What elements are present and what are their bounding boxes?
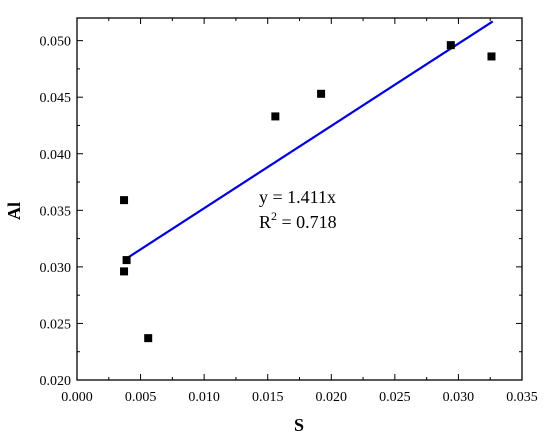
data-point: [446, 41, 455, 50]
axis-ticks: 0.000 0.005 0.010 0.015 0.020 0.025 0.030 0.035…: [40, 18, 538, 405]
y-tick-label: 0.040: [40, 148, 72, 163]
r-squared-label: R2 = 0.718: [259, 209, 337, 232]
x-axis-title: S: [294, 415, 304, 435]
y-tick-label: 0.025: [40, 317, 72, 332]
x-tick-label: 0.015: [252, 390, 284, 405]
x-tick-label: 0.020: [316, 390, 348, 405]
y-tick-label: 0.020: [40, 374, 72, 389]
x-tick-label: 0.000: [61, 390, 93, 405]
data-point: [120, 196, 129, 205]
y-axis-title: Al: [4, 202, 24, 220]
y-tick-label: 0.035: [40, 204, 72, 219]
data-point: [271, 112, 280, 121]
fit-line: [123, 20, 494, 262]
data-point: [120, 267, 129, 276]
x-tick-label: 0.025: [379, 390, 411, 405]
data-point: [487, 52, 496, 61]
fit-line-layer: [123, 20, 494, 262]
r-squared-superscript: 2: [271, 209, 277, 223]
y-tick-label: 0.030: [40, 261, 72, 276]
data-points: [120, 41, 496, 343]
y-tick-label: 0.050: [40, 35, 72, 50]
data-point: [317, 89, 326, 98]
r-squared-symbol: R: [259, 212, 271, 232]
data-point: [122, 256, 131, 265]
y-tick-label: 0.045: [40, 91, 72, 106]
data-point: [144, 334, 153, 343]
r-squared-value: = 0.718: [277, 212, 337, 232]
x-tick-label: 0.010: [188, 390, 220, 405]
x-tick-label: 0.005: [125, 390, 157, 405]
x-tick-label: 0.030: [443, 390, 475, 405]
x-tick-label: 0.035: [506, 390, 538, 405]
fit-equation-label: y = 1.411x: [259, 187, 336, 207]
